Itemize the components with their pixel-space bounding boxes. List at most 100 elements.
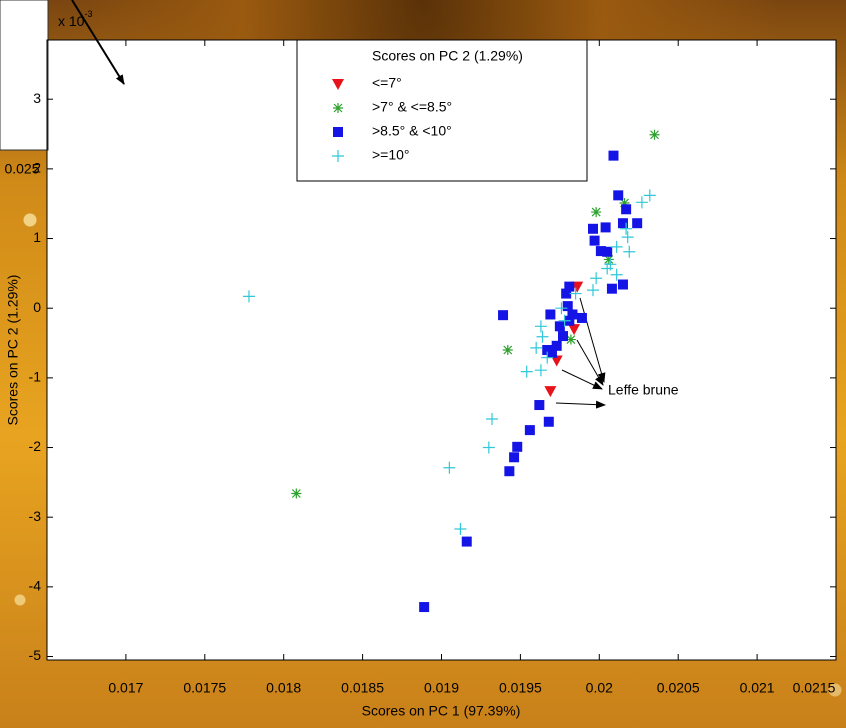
x-tick-label: 0.017	[108, 680, 143, 696]
y-tick-label: 2	[33, 160, 41, 176]
point	[621, 204, 632, 215]
point	[561, 288, 572, 299]
point	[632, 218, 643, 229]
point	[482, 441, 495, 454]
point	[569, 287, 582, 300]
legend-label: >7° & <=8.5°	[372, 99, 452, 115]
point	[576, 312, 587, 323]
y-tick-label: 3	[33, 90, 41, 106]
x-tick-label: 0.021	[740, 680, 775, 696]
point	[608, 150, 619, 161]
point	[558, 314, 571, 327]
point	[643, 189, 656, 202]
background-label: 0.025	[4, 161, 39, 177]
x-tick-label: 0.0195	[499, 680, 542, 696]
point	[623, 245, 636, 258]
point	[419, 602, 430, 613]
annotation-arrows	[555, 297, 606, 409]
y-exponent: x 10-3	[58, 9, 92, 28]
point	[454, 523, 467, 536]
point	[603, 254, 614, 265]
point	[558, 331, 569, 342]
point	[587, 223, 598, 234]
point	[534, 400, 545, 411]
point	[534, 320, 547, 333]
point	[512, 441, 523, 452]
y-tick-label: -4	[29, 578, 42, 594]
overlapping-figure	[0, 0, 49, 151]
y-tick-label: 1	[33, 229, 41, 245]
annotation-arrow	[555, 400, 606, 409]
point	[635, 196, 648, 209]
point	[524, 425, 535, 436]
point	[520, 365, 533, 378]
point	[485, 412, 498, 425]
x-tick-label: 0.019	[424, 680, 459, 696]
point	[543, 416, 554, 427]
annotation-arrow	[576, 339, 604, 386]
legend-marker	[332, 79, 344, 90]
x-tick-label: 0.02	[586, 680, 613, 696]
point	[601, 262, 614, 275]
point	[620, 222, 633, 235]
x-tick-label: 0.018	[266, 680, 301, 696]
y-axis-title: Scores on PC 2 (1.29%)	[5, 275, 21, 426]
point	[509, 452, 520, 463]
point	[595, 246, 606, 257]
point	[589, 235, 600, 246]
legend-label: >=10°	[372, 147, 410, 163]
point	[291, 488, 302, 499]
point	[613, 190, 624, 201]
annotation-arrow	[579, 297, 606, 383]
point	[590, 272, 603, 285]
point	[555, 302, 568, 315]
legend-label: >8.5° & <10°	[372, 123, 452, 139]
exponent-power: -3	[84, 9, 92, 19]
legend	[296, 39, 588, 182]
point	[600, 222, 611, 233]
point	[568, 324, 581, 336]
point	[565, 334, 576, 345]
point	[536, 330, 549, 343]
point	[586, 284, 599, 297]
point	[610, 268, 623, 281]
exponent-base: x 10	[58, 13, 85, 29]
annotation-arrow	[561, 369, 603, 390]
point	[530, 341, 543, 354]
legend-marker	[332, 150, 344, 162]
legend-title: Scores on PC 2 (1.29%)	[372, 48, 523, 64]
x-tick-label: 0.0215	[793, 680, 836, 696]
point	[242, 290, 255, 303]
point	[534, 364, 547, 377]
point	[619, 198, 630, 209]
point	[461, 536, 472, 547]
point	[545, 309, 556, 320]
point	[617, 218, 628, 229]
point	[502, 345, 513, 355]
point	[504, 466, 515, 477]
point	[550, 355, 563, 367]
x-axis-title: Scores on PC 1 (97.39%)	[362, 703, 521, 719]
point	[591, 207, 602, 218]
y-tick-label: -3	[29, 508, 42, 524]
pointer-arrow	[71, 0, 125, 85]
legend-marker	[333, 127, 343, 137]
x-tick-label: 0.0175	[183, 680, 226, 696]
point	[621, 231, 634, 244]
annotation: Leffe brune	[608, 382, 679, 398]
point	[443, 461, 456, 474]
point	[610, 240, 623, 253]
point	[541, 351, 554, 364]
point	[546, 347, 557, 358]
legend-label: <=7°	[372, 75, 402, 91]
point	[649, 129, 660, 140]
y-tick-label: 0	[33, 299, 41, 315]
x-tick-label: 0.0205	[657, 680, 700, 696]
point	[617, 279, 628, 290]
point	[606, 283, 617, 294]
y-tick-label: -2	[29, 438, 42, 454]
point	[554, 321, 565, 332]
y-tick-label: -1	[29, 369, 42, 385]
point	[498, 310, 509, 321]
